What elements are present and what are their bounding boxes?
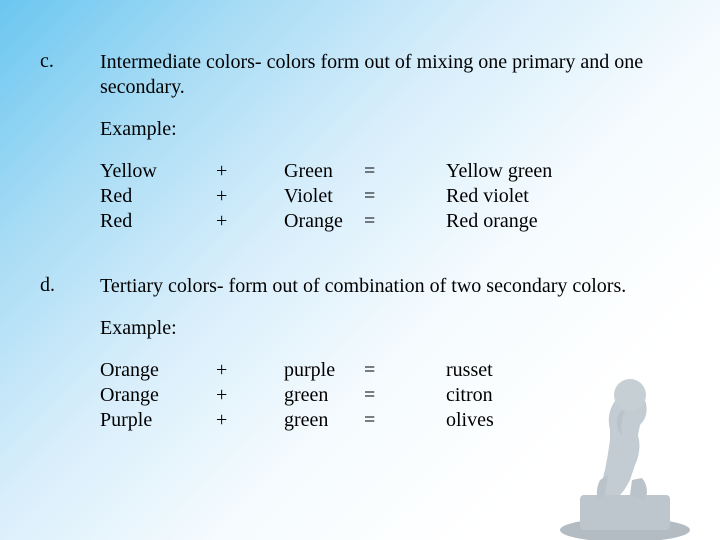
section-c-definition: Intermediate colors- colors form out of … bbox=[100, 50, 680, 100]
section-c-example-label: Example: bbox=[100, 118, 680, 141]
cell-c1: Red bbox=[100, 209, 216, 234]
cell-op: + bbox=[216, 408, 284, 433]
cell-eq: = bbox=[364, 358, 446, 383]
cell-eq: = bbox=[364, 408, 446, 433]
cell-op: + bbox=[216, 209, 284, 234]
cell-op: + bbox=[216, 159, 284, 184]
section-d-definition: Tertiary colors- form out of combination… bbox=[100, 274, 680, 299]
cell-op: + bbox=[216, 184, 284, 209]
cell-c2: green bbox=[284, 383, 364, 408]
cell-c2: Orange bbox=[284, 209, 364, 234]
section-c: c. Intermediate colors- colors form out … bbox=[40, 50, 680, 262]
cell-result: Red violet bbox=[446, 184, 616, 209]
cell-c2: Green bbox=[284, 159, 364, 184]
cell-c1: Yellow bbox=[100, 159, 216, 184]
section-d-example-label: Example: bbox=[100, 317, 680, 340]
cell-eq: = bbox=[364, 383, 446, 408]
table-row: Yellow + Green = Yellow green bbox=[100, 159, 680, 184]
cell-eq: = bbox=[364, 209, 446, 234]
cell-result: Red orange bbox=[446, 209, 616, 234]
cell-c1: Purple bbox=[100, 408, 216, 433]
cell-op: + bbox=[216, 358, 284, 383]
cell-c1: Red bbox=[100, 184, 216, 209]
section-c-content: Intermediate colors- colors form out of … bbox=[100, 50, 680, 262]
cell-eq: = bbox=[364, 159, 446, 184]
cell-c1: Orange bbox=[100, 358, 216, 383]
thinker-statue-icon bbox=[550, 340, 700, 540]
cell-c2: purple bbox=[284, 358, 364, 383]
section-c-label: c. bbox=[40, 50, 100, 262]
cell-c2: green bbox=[284, 408, 364, 433]
section-d-label: d. bbox=[40, 274, 100, 461]
section-c-table: Yellow + Green = Yellow green Red + Viol… bbox=[100, 159, 680, 234]
cell-result: Yellow green bbox=[446, 159, 616, 184]
table-row: Red + Orange = Red orange bbox=[100, 209, 680, 234]
table-row: Red + Violet = Red violet bbox=[100, 184, 680, 209]
cell-c2: Violet bbox=[284, 184, 364, 209]
cell-op: + bbox=[216, 383, 284, 408]
cell-c1: Orange bbox=[100, 383, 216, 408]
cell-eq: = bbox=[364, 184, 446, 209]
